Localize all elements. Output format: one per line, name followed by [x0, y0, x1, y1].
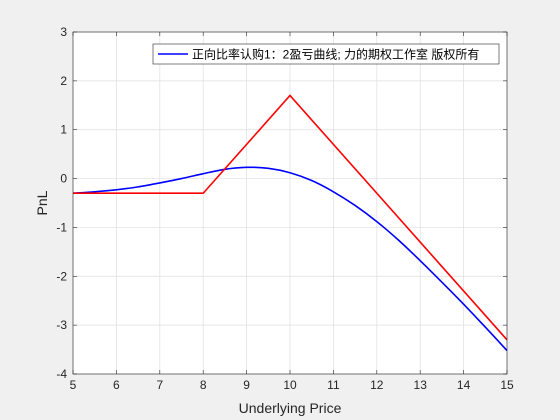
y-tick-label: 2 — [60, 74, 67, 88]
legend-box — [152, 43, 500, 65]
series-line-1 — [73, 94, 508, 341]
x-tick-label: 14 — [457, 378, 471, 392]
x-tick-label: 15 — [500, 378, 514, 392]
x-tick-label: 6 — [113, 378, 120, 392]
y-tick-label: -4 — [56, 367, 67, 381]
y-axis-label: PnL — [34, 190, 50, 215]
y-tick-label: 3 — [60, 25, 67, 39]
x-tick-label: 7 — [156, 378, 163, 392]
x-axis-label: Underlying Price — [239, 400, 342, 416]
x-tick-label: 13 — [414, 378, 428, 392]
series-line-0 — [72, 166, 508, 352]
x-tick-label: 12 — [370, 378, 384, 392]
y-tick-label: -3 — [56, 318, 67, 332]
x-tick-label: 10 — [283, 378, 297, 392]
y-tick-label: -2 — [56, 269, 67, 283]
y-tick-label: -1 — [56, 220, 67, 234]
legend-entry: 正向比率认购1：2盈亏曲线; 力的期权工作室 版权所有 — [192, 47, 479, 62]
x-tick-label: 8 — [200, 378, 207, 392]
y-tick-label: 0 — [60, 172, 67, 186]
x-tick-label: 11 — [327, 378, 340, 392]
x-tick-label: 5 — [70, 378, 77, 392]
x-tick-label: 9 — [243, 378, 250, 392]
series-layer — [72, 94, 508, 352]
legend: 正向比率认购1：2盈亏曲线; 力的期权工作室 版权所有 — [152, 43, 500, 65]
y-tick-label: 1 — [60, 123, 67, 137]
